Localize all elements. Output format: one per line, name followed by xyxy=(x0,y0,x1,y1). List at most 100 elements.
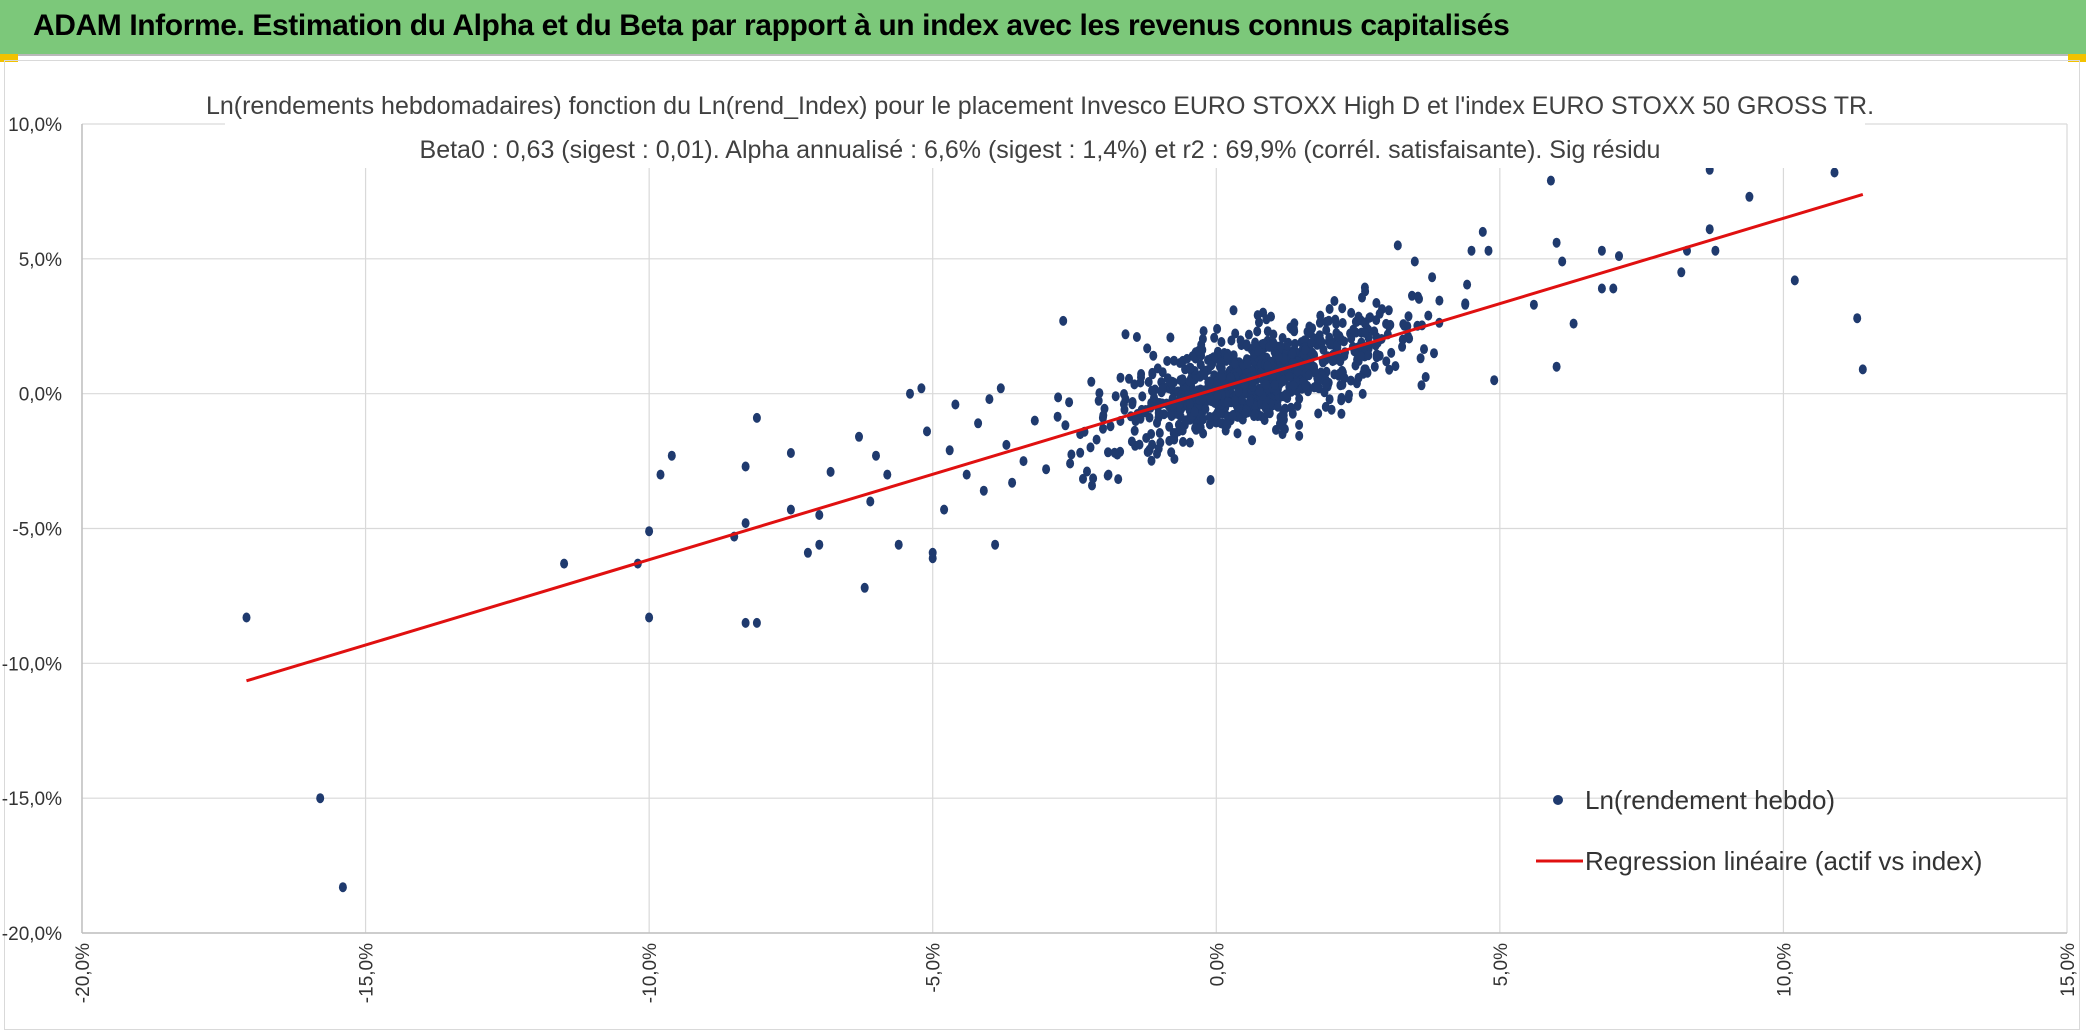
data-point xyxy=(1217,363,1226,374)
data-point xyxy=(1205,376,1214,387)
data-point xyxy=(860,582,869,593)
data-point xyxy=(1408,290,1416,301)
data-point xyxy=(1320,387,1329,398)
data-point xyxy=(1387,347,1396,358)
data-point xyxy=(979,485,988,496)
data-point xyxy=(1019,456,1028,467)
data-point xyxy=(1597,283,1606,294)
y-tick-label: 5,0% xyxy=(19,250,62,271)
data-point xyxy=(1236,335,1245,346)
data-point xyxy=(1552,237,1561,248)
data-point xyxy=(1399,319,1408,330)
x-tick-label: -10,0% xyxy=(640,943,661,1003)
data-point xyxy=(1615,251,1623,262)
data-point xyxy=(1170,355,1178,366)
data-point xyxy=(940,504,949,515)
data-point xyxy=(1282,389,1291,400)
data-point xyxy=(1338,318,1347,328)
data-point xyxy=(1372,298,1381,308)
data-point xyxy=(1199,326,1208,337)
data-point xyxy=(1322,379,1330,390)
data-point xyxy=(1336,356,1345,367)
legend: Ln(rendement hebdo) Regression linéaire … xyxy=(1536,785,1982,876)
data-point xyxy=(1149,350,1158,361)
data-point xyxy=(1301,344,1310,355)
data-point xyxy=(1314,408,1323,419)
legend-label-points: Ln(rendement hebdo) xyxy=(1585,785,1835,815)
data-point xyxy=(1313,382,1322,393)
data-point xyxy=(1103,470,1112,481)
data-point xyxy=(1263,408,1272,418)
data-point xyxy=(1276,341,1285,352)
data-point xyxy=(1061,420,1070,431)
data-point xyxy=(872,450,880,461)
data-point xyxy=(1287,402,1295,413)
data-point xyxy=(1270,380,1279,390)
data-point xyxy=(1183,353,1191,364)
data-point xyxy=(1116,372,1125,383)
data-point xyxy=(1357,351,1365,362)
data-point xyxy=(1111,391,1120,402)
data-point xyxy=(1285,371,1294,382)
data-point xyxy=(1361,364,1370,375)
data-point xyxy=(1324,315,1333,326)
data-point xyxy=(1245,396,1254,407)
data-point xyxy=(1119,399,1128,410)
data-point xyxy=(786,504,795,515)
data-point xyxy=(1128,399,1137,410)
y-tick-label: -20,0% xyxy=(2,924,62,945)
data-point xyxy=(1364,350,1373,361)
data-point xyxy=(1428,272,1437,283)
data-point xyxy=(1054,392,1063,403)
data-point xyxy=(1569,318,1578,329)
data-point xyxy=(1558,256,1567,267)
data-point xyxy=(786,448,795,458)
regression-line xyxy=(246,192,1864,683)
data-point xyxy=(1307,347,1316,358)
data-point xyxy=(803,547,812,558)
y-tick-label: 0,0% xyxy=(19,385,62,406)
data-point xyxy=(1858,364,1867,375)
data-point xyxy=(1242,339,1251,350)
data-point xyxy=(1233,428,1242,439)
data-point xyxy=(1241,408,1250,419)
data-point xyxy=(1316,310,1325,321)
data-point xyxy=(1229,305,1238,316)
data-point xyxy=(1830,167,1839,178)
data-point xyxy=(1143,343,1152,354)
data-point xyxy=(1136,377,1145,388)
data-point xyxy=(1185,437,1194,448)
data-point xyxy=(1347,333,1356,344)
data-point xyxy=(1414,291,1422,302)
data-point xyxy=(1310,363,1318,374)
data-point xyxy=(1130,425,1139,436)
data-point xyxy=(1384,305,1393,316)
data-point xyxy=(996,383,1005,394)
data-point xyxy=(1207,360,1216,371)
data-point xyxy=(1104,447,1112,458)
data-point xyxy=(1305,321,1314,332)
data-point xyxy=(1166,332,1175,343)
data-point xyxy=(815,539,824,550)
data-point xyxy=(1238,395,1247,405)
data-point xyxy=(1253,326,1262,337)
data-point xyxy=(1316,335,1325,346)
data-point xyxy=(1410,256,1419,267)
data-point xyxy=(1230,395,1239,406)
data-point xyxy=(1307,338,1316,349)
data-point xyxy=(1322,325,1331,336)
data-point xyxy=(1253,310,1262,321)
data-point xyxy=(1223,352,1232,363)
data-point xyxy=(1213,323,1222,334)
x-tick-label: 5,0% xyxy=(1491,943,1512,986)
regression-line-group xyxy=(246,192,1864,683)
data-point xyxy=(1745,191,1754,202)
data-point xyxy=(1416,353,1425,364)
y-tick-label: -10,0% xyxy=(2,654,62,675)
data-point xyxy=(1340,373,1349,383)
data-point xyxy=(1166,377,1175,388)
y-tick-label: -15,0% xyxy=(2,789,62,810)
data-point xyxy=(1008,477,1017,488)
data-point xyxy=(1110,447,1119,458)
data-point xyxy=(1248,435,1257,446)
